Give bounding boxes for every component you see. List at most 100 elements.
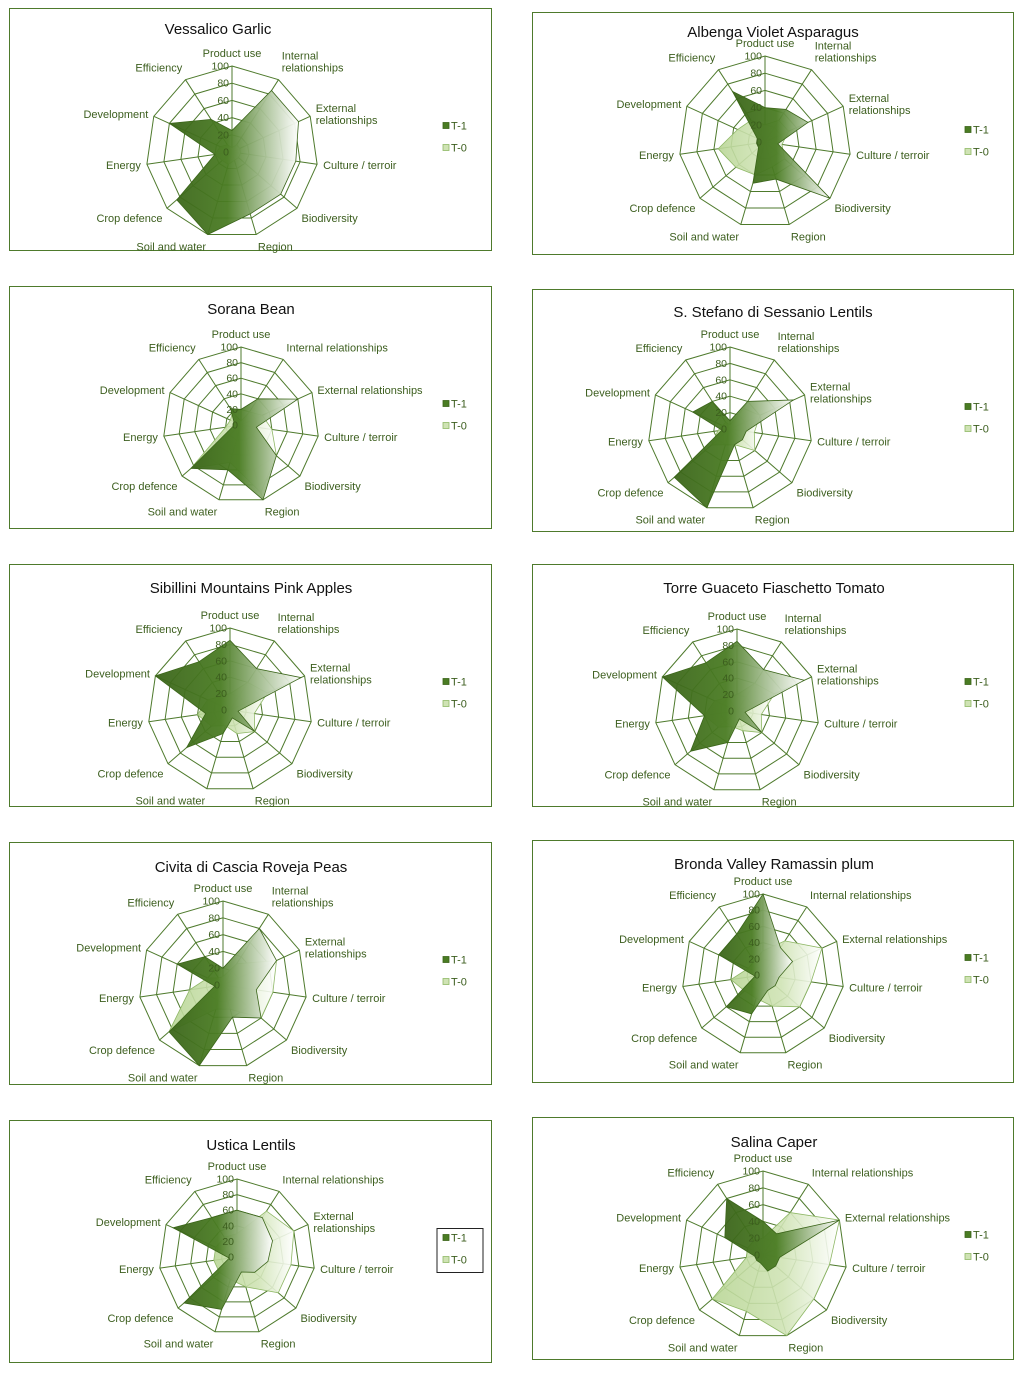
axis-label: Development <box>76 943 141 955</box>
axis-label: Product use <box>701 329 760 341</box>
grid-ring <box>648 346 812 509</box>
axis-label: Efficiency <box>643 625 690 637</box>
tick-label: 0 <box>754 970 760 982</box>
tick-label: 60 <box>722 656 734 668</box>
axis-label: Product use <box>194 883 253 895</box>
axis-label: External relationships <box>842 934 948 946</box>
legend: T-1 T-0 <box>442 121 467 155</box>
radar-chart-panel: Ustica Lentils 0 20 40 60 80 100 Product use Int… <box>9 1120 492 1363</box>
legend-label: T-0 <box>973 699 989 711</box>
legend-swatch-t-1 <box>442 400 450 407</box>
grid-ring <box>139 900 307 1067</box>
axis-label: Energy <box>608 437 643 449</box>
tick-label: 100 <box>209 623 227 635</box>
legend-swatch-t-0 <box>964 700 972 707</box>
tick-label: 0 <box>221 705 227 717</box>
tick-label: 0 <box>728 706 734 718</box>
chart-title: Albenga Violet Asparagus <box>687 24 859 41</box>
axis-label: Product use <box>708 611 767 623</box>
series-area-t-1 <box>724 1197 840 1272</box>
tick-label: 20 <box>208 963 220 975</box>
chart-title: Vessalico Garlic <box>165 21 272 38</box>
axis-label: Internal relationships <box>272 885 334 909</box>
axis-label: Biodiversity <box>804 770 861 782</box>
axis-label: Energy <box>123 432 158 444</box>
axis-label: Development <box>96 1217 161 1229</box>
legend-label: T-1 <box>451 399 467 411</box>
tick-label: 40 <box>217 112 229 124</box>
legend-label: T-0 <box>451 421 467 433</box>
tick-label: 40 <box>222 1220 234 1232</box>
tick-label: 40 <box>748 937 760 949</box>
grid-ring <box>159 1178 315 1333</box>
tick-label: 80 <box>722 640 734 652</box>
axis-label: Soil and water <box>668 1342 738 1354</box>
radar-chart-panel: Sibillini Mountains Pink Apples 0 20 40 60 80… <box>9 564 492 807</box>
axis-label: Internal relationships <box>286 342 388 354</box>
legend: T-1 T-0 <box>442 677 467 711</box>
legend-label: T-1 <box>973 1230 989 1242</box>
radar-chart-panel: Salina Caper 0 20 40 60 80 100 Product use Inter… <box>532 1117 1014 1360</box>
axis-label: Development <box>585 387 650 399</box>
legend-swatch-t-0 <box>442 700 450 707</box>
grid-ring <box>682 893 844 1054</box>
tick-label: 20 <box>750 119 762 131</box>
axis-label: Internal relationships <box>785 613 847 637</box>
axis-label: Soil and water <box>144 1339 214 1351</box>
legend-swatch-t-0 <box>964 1253 972 1260</box>
axis-label: Crop defence <box>604 770 670 782</box>
legend-swatch-t-0 <box>442 422 450 429</box>
grid-ring <box>655 628 819 791</box>
axis-label: Efficiency <box>668 53 715 65</box>
axis-label: Internal relationships <box>778 331 840 355</box>
axis-label: External relationships <box>317 385 423 397</box>
tick-label: 60 <box>748 1199 760 1211</box>
axis-label: Region <box>258 241 293 253</box>
radar-chart-panel: S. Stefano di Sessanio Lentils 0 20 40 60 80 1… <box>532 289 1014 532</box>
chart-title: Salina Caper <box>731 1134 818 1151</box>
chart-title: Bronda Valley Ramassin plum <box>674 856 874 873</box>
legend-label: T-1 <box>451 955 467 967</box>
tick-label: 60 <box>208 929 220 941</box>
axis-label: Efficiency <box>149 342 196 354</box>
axis-label: Region <box>261 1339 296 1351</box>
tick-label: 20 <box>748 953 760 965</box>
grid-ring <box>696 72 834 209</box>
axis-label: Crop defence <box>89 1045 155 1057</box>
axis-label: Region <box>788 1342 823 1354</box>
tick-label: 20 <box>222 1236 234 1248</box>
radar-chart-panel: Vessalico Garlic 0 20 40 60 80 100 Product use I… <box>9 8 492 253</box>
legend-swatch-t-1 <box>442 1234 450 1241</box>
tick-label: 80 <box>215 639 227 651</box>
tick-label: 0 <box>721 424 727 436</box>
axis-label: Energy <box>639 1263 674 1275</box>
axis-label: Efficiency <box>667 1167 714 1179</box>
radar-chart: Civita di Cascia Roveja Peas 0 20 40 60 80 100… <box>76 859 467 1084</box>
tick-label: 20 <box>226 404 238 416</box>
axis-label: Region <box>791 231 826 243</box>
legend-swatch-t-1 <box>964 678 972 685</box>
series-area-t-1 <box>154 639 303 749</box>
tick-label: 40 <box>215 672 227 684</box>
tick-label: 0 <box>232 420 238 432</box>
axis-label: Soil and water <box>642 796 712 808</box>
tick-label: 80 <box>715 358 727 370</box>
chart-title: Sibillini Mountains Pink Apples <box>150 580 353 597</box>
tick-label: 60 <box>226 373 238 385</box>
axis-label: Biodiversity <box>302 213 359 225</box>
tick-label: 100 <box>220 342 238 354</box>
axis-label: Biodiversity <box>297 769 354 781</box>
axis-label: Culture / terroir <box>324 432 398 444</box>
series-area-t-1 <box>168 927 277 1067</box>
axis-label: Efficiency <box>136 624 183 636</box>
axis-label: Development <box>616 99 681 111</box>
axis-label: Culture / terroir <box>317 718 391 730</box>
axis-label: Internal relationships <box>278 612 340 636</box>
grid-ring <box>148 627 312 790</box>
legend: T-1 T-0 <box>964 953 989 987</box>
tick-label: 20 <box>748 1233 760 1245</box>
series-area-t-1 <box>189 398 300 501</box>
axis-label: Region <box>762 796 797 808</box>
